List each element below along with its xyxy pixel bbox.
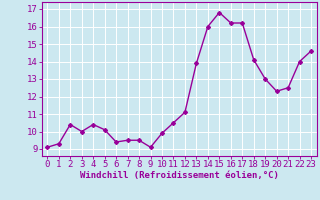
X-axis label: Windchill (Refroidissement éolien,°C): Windchill (Refroidissement éolien,°C): [80, 171, 279, 180]
